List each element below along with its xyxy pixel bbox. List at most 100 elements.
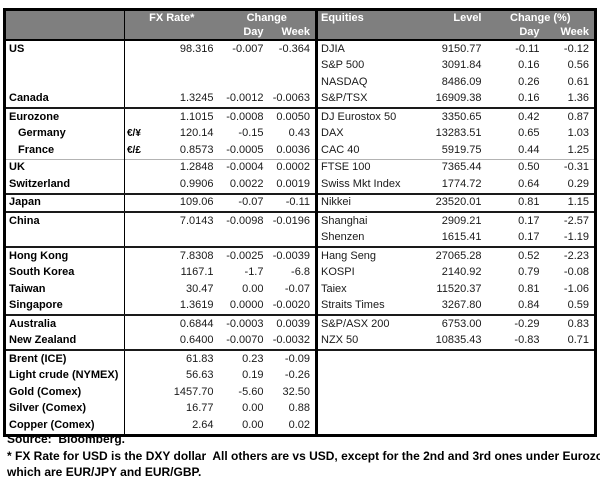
equity-level: [408, 367, 487, 384]
equity-week-change: [544, 349, 596, 368]
equities-header: Equities: [315, 9, 409, 25]
equity-change-pct-header: Change (%): [486, 9, 596, 25]
equity-name: Taiex: [315, 281, 409, 298]
table-row: Taiwan 30.47 0.00 -0.07 Taiex 11520.37 0.81 -1.…: [4, 281, 596, 298]
fx-day-change: -1.7: [218, 264, 269, 281]
fx-week-change: -0.0196: [268, 211, 317, 230]
equity-day-header: Day: [486, 25, 545, 41]
equity-day-change: 0.81: [486, 281, 545, 298]
spacer-cell: [315, 25, 409, 41]
equity-level: [408, 400, 487, 417]
equity-level: 3267.80: [408, 297, 487, 315]
currency-pair-label: €/¥: [124, 125, 147, 142]
equity-name: KOSPI: [315, 264, 409, 281]
equity-name: [315, 367, 409, 384]
equity-day-change: 0.79: [486, 264, 545, 281]
equity-day-change: [486, 349, 545, 368]
equity-name: Shanghai: [315, 211, 409, 230]
equity-week-change: 1.36: [544, 90, 596, 108]
table-row: Shenzen 1615.41 0.17 -1.19: [4, 229, 596, 247]
fx-day-header: Day: [218, 25, 269, 41]
equity-level: 3091.84: [408, 57, 487, 74]
currency-pair-label: [124, 264, 147, 281]
table-row: Silver (Comex) 16.77 0.00 0.88: [4, 400, 596, 417]
currency-pair-label: [124, 417, 147, 435]
equity-day-change: 0.50: [486, 158, 545, 176]
table-body: US 98.316 -0.007 -0.364 DJIA 9150.77 -0.11 -0.1…: [4, 40, 596, 435]
fx-week-change: 0.02: [268, 417, 317, 435]
row-label: Switzerland: [4, 176, 125, 194]
equity-level: 2909.21: [408, 211, 487, 230]
fx-rate-value: 1.1015: [146, 107, 219, 126]
fx-week-change: 0.0002: [268, 158, 317, 176]
equity-day-change: 0.16: [486, 90, 545, 108]
fx-rate-value: 0.6400: [146, 332, 219, 350]
row-label: Hong Kong: [4, 246, 125, 265]
currency-pair-label: [124, 281, 147, 298]
fx-week-change: -0.0063: [268, 90, 317, 108]
fx-day-change: -0.0005: [218, 142, 269, 159]
table-row: Copper (Comex) 2.64 0.00 0.02: [4, 417, 596, 435]
currency-pair-label: [124, 349, 147, 368]
currency-pair-label: [124, 332, 147, 350]
equity-level: 3350.65: [408, 107, 487, 126]
fx-day-change: 0.00: [218, 417, 269, 435]
table-row: Singapore 1.3619 0.0000 -0.0020 Straits Time…: [4, 297, 596, 315]
equity-week-header: Week: [544, 25, 596, 41]
equity-level: [408, 349, 487, 368]
equity-week-change: 0.61: [544, 74, 596, 91]
fx-day-change: -5.60: [218, 384, 269, 401]
row-label: New Zealand: [4, 332, 125, 350]
table-row: UK 1.2848 -0.0004 0.0002 FTSE 100 7365.44 0.50…: [4, 158, 596, 176]
equity-level: 16909.38: [408, 90, 487, 108]
fx-week-header: Week: [268, 25, 317, 41]
row-label: Silver (Comex): [4, 400, 125, 417]
row-label: Taiwan: [4, 281, 125, 298]
fx-day-change: 0.23: [218, 349, 269, 368]
table-header: FX Rate* Change Equities Level Change (%…: [4, 9, 596, 41]
equity-week-change: [544, 417, 596, 435]
table-row: Canada 1.3245 -0.0012 -0.0063 S&P/TSX 16909.3…: [4, 90, 596, 108]
fx-week-change: 0.0039: [268, 314, 317, 333]
equity-week-change: 0.59: [544, 297, 596, 315]
fx-day-change: -0.007: [218, 40, 269, 58]
row-label: Singapore: [4, 297, 125, 315]
spacer-cell: [408, 25, 487, 41]
equity-week-change: [544, 400, 596, 417]
fx-day-change: -0.0025: [218, 246, 269, 265]
fx-day-change: -0.07: [218, 192, 269, 212]
equity-week-change: -1.19: [544, 229, 596, 247]
currency-pair-label: [124, 400, 147, 417]
source-note: Source: Bloomberg.: [7, 432, 126, 446]
equity-name: FTSE 100: [315, 158, 409, 176]
fx-day-change: 0.00: [218, 281, 269, 298]
table-row: Gold (Comex) 1457.70 -5.60 32.50: [4, 384, 596, 401]
equity-day-change: [486, 417, 545, 435]
fx-rate-value: 1167.1: [146, 264, 219, 281]
equity-day-change: 0.84: [486, 297, 545, 315]
equity-week-change: [544, 384, 596, 401]
equity-level: 7365.44: [408, 158, 487, 176]
row-label: Brent (ICE): [4, 349, 125, 368]
currency-pair-label: [124, 297, 147, 315]
fx-rate-value: 61.83: [146, 349, 219, 368]
spacer-cell: [124, 25, 219, 41]
equity-name: DAX: [315, 125, 409, 142]
fx-rate-value: 120.14: [146, 125, 219, 142]
equity-week-change: -0.31: [544, 158, 596, 176]
equity-day-change: -0.29: [486, 314, 545, 333]
table-row: Hong Kong 7.8308 -0.0025 -0.0039 Hang Seng 27…: [4, 246, 596, 265]
equity-week-change: 1.15: [544, 192, 596, 212]
fx-rate-value: 16.77: [146, 400, 219, 417]
currency-pair-label: [124, 314, 147, 333]
fx-week-change: -0.0032: [268, 332, 317, 350]
fx-rate-value: 7.0143: [146, 211, 219, 230]
fx-rate-value: [146, 57, 219, 74]
row-label: France: [4, 142, 125, 159]
row-label: Copper (Comex): [4, 417, 125, 435]
fx-week-change: -0.07: [268, 281, 317, 298]
fx-rate-value: 7.8308: [146, 246, 219, 265]
footnote-line2: which are EUR/JPY and EUR/GBP.: [7, 465, 202, 479]
row-label: Australia: [4, 314, 125, 333]
currency-pair-label: [124, 57, 147, 74]
